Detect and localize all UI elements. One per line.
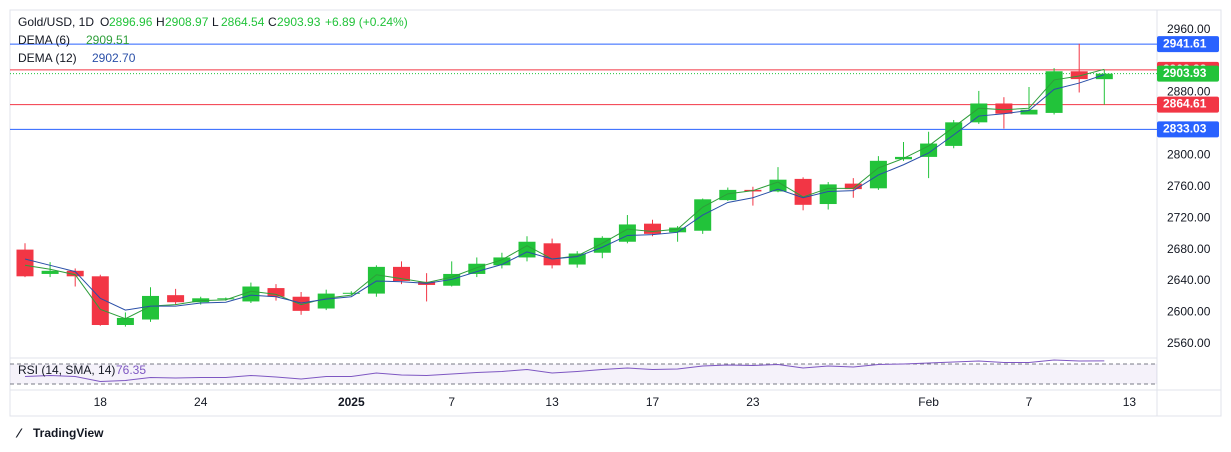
ohlc-value: 2908.97 (165, 15, 209, 29)
y-tick-label: 2680.00 (1167, 242, 1211, 256)
candle-body (267, 288, 285, 297)
symbol-title: Gold/USD, 1D (18, 15, 94, 29)
candle-body (468, 263, 486, 274)
brand-icon: ⁄ (15, 425, 23, 440)
candle-body (217, 298, 235, 300)
price-label: 2864.61 (1163, 97, 1207, 111)
candle-body (719, 189, 737, 201)
candle-body (41, 270, 59, 274)
dema-line (24, 74, 1105, 311)
candle-body (568, 253, 586, 265)
candle-body (1070, 71, 1088, 80)
brand: TradingView (33, 426, 104, 440)
plot-layer: O 2896.96 H 2908.97 L 2864.54 C 2903.93 +6.89 (+… (10, 15, 1219, 409)
ohlc-label: C (268, 15, 277, 29)
candle-body (794, 178, 812, 205)
x-tick-label: 13 (545, 395, 559, 409)
candle-body (493, 257, 511, 266)
ohlc-label: H (156, 15, 165, 29)
y-tick-label: 2720.00 (1167, 210, 1211, 224)
price-label: 2941.61 (1163, 36, 1207, 50)
candle-body (116, 317, 134, 326)
ohlc-label: O (100, 15, 109, 29)
candle-body (16, 249, 34, 277)
candle-body (1095, 73, 1113, 80)
rsi-name: RSI (14, SMA, 14) (18, 363, 115, 377)
price-label-box (1157, 65, 1219, 82)
candle-body (393, 266, 410, 282)
candle-body (1045, 71, 1063, 113)
y-tick-label: 2960.00 (1167, 22, 1211, 36)
candle-body (292, 296, 310, 311)
x-tick-label: 2025 (338, 395, 365, 409)
candle-body (844, 183, 862, 190)
candle-body (618, 224, 636, 242)
candle-body (543, 243, 561, 266)
ohlc-value: 2903.93 (277, 15, 321, 29)
x-tick-label: 13 (1123, 395, 1137, 409)
y-tick-label: 2640.00 (1167, 273, 1211, 287)
candle-body (769, 179, 787, 192)
price-label: 2903.93 (1163, 66, 1207, 80)
ohlc-value: 2864.54 (221, 15, 265, 29)
y-tick-label: 2600.00 (1167, 305, 1211, 319)
y-tick-label: 2800.00 (1167, 147, 1211, 161)
ohlc-label: L (212, 15, 219, 29)
change: +6.89 (+0.24%) (325, 15, 408, 29)
candle-body (317, 293, 335, 309)
price-label-box (1157, 96, 1219, 113)
price-label-box (1157, 36, 1219, 53)
y-tick-label: 2760.00 (1167, 179, 1211, 193)
rsi-line (24, 359, 1105, 383)
candle-body (819, 184, 837, 205)
x-tick-label: 23 (746, 395, 760, 409)
price-label: 2833.03 (1163, 122, 1207, 136)
candle-body (367, 266, 385, 294)
candle-body (669, 227, 687, 233)
y-tick-label: 2880.00 (1167, 85, 1211, 99)
x-tick-label: 7 (448, 395, 455, 409)
rsi-value: 76.35 (116, 363, 146, 377)
candle-body (945, 122, 963, 146)
candle-body (342, 292, 360, 294)
x-tick-label: 18 (94, 395, 108, 409)
legend-name: DEMA (12) (18, 51, 77, 65)
candle-body (920, 143, 938, 157)
candle-body (142, 295, 159, 320)
rsi-band (10, 364, 1157, 384)
x-tick-label: Feb (918, 395, 939, 409)
candle-body (66, 270, 84, 277)
price-label-box (1157, 121, 1219, 138)
legend-value: 2909.51 (86, 33, 130, 47)
x-tick-label: 7 (1026, 395, 1033, 409)
y-tick-label: 2560.00 (1167, 336, 1211, 350)
candle-body (91, 276, 109, 326)
x-tick-label: 24 (194, 395, 208, 409)
candle-body (995, 103, 1013, 114)
candle-body (167, 295, 185, 303)
candle-body (242, 286, 260, 302)
chart-frame (9, 9, 1222, 417)
candle-body (1020, 109, 1038, 115)
legend-value: 2902.70 (92, 51, 136, 65)
candle-body (644, 223, 661, 234)
ohlc-value: 2896.96 (109, 15, 153, 29)
x-tick-label: 17 (646, 395, 660, 409)
legend-name: DEMA (6) (18, 33, 70, 47)
